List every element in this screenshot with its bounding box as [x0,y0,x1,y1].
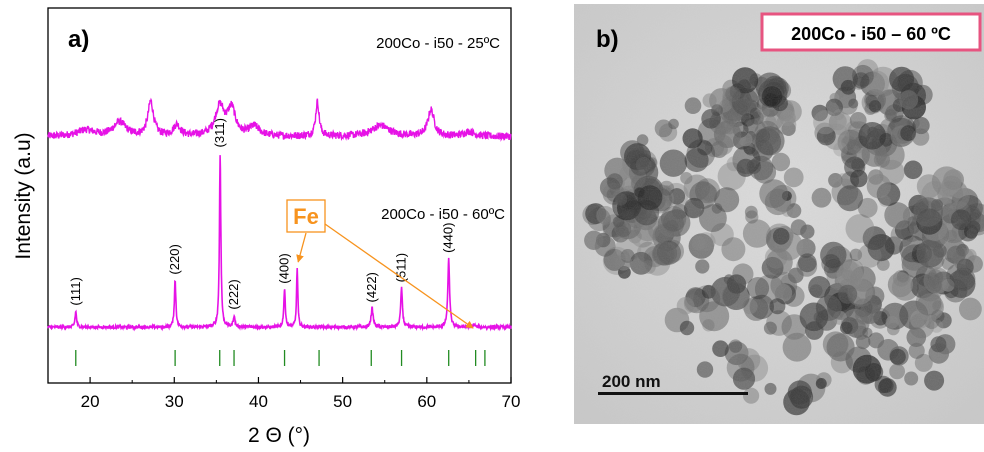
x-tick-label: 30 [165,392,184,411]
peak-label: (400) [277,253,292,283]
x-tick-label: 20 [81,392,100,411]
peak-label: (111) [68,277,83,305]
x-axis-title: 2 Θ (°) [248,424,310,447]
peak-labels: (111)(220)(311)(222)(400)(422)(511)(440) [68,118,456,310]
x-tick-label: 60 [417,392,436,411]
series-25c-label: 200Co - i50 - 25ºC [376,35,500,52]
x-tick-label: 70 [502,392,521,411]
fe-arrow-tail [324,223,474,329]
series-60c-line [47,155,512,332]
x-tick-label: 40 [249,392,268,411]
plot-frame [47,7,512,384]
y-axis-title: Intensity (a.u) [12,132,35,259]
panel-b-label: b) [596,26,619,53]
x-axis-ticks: 20 30 40 50 60 70 [81,377,521,411]
xrd-chart: 20 30 40 50 60 70 (111) (220) (311) (222) (400) (4… [12,7,521,447]
peak-label: (422) [364,272,379,302]
fe-label: Fe [293,204,319,229]
series-60c-label: 200Co - i50 - 60ºC [381,206,505,223]
fe-arrow-peak [296,232,307,263]
tem-title: 200Co - i50 – 60 ºC [791,24,951,44]
peak-label: (220) [167,244,182,274]
peak-label: (440) [441,223,456,253]
tem-grain [574,4,984,424]
reference-ticks [75,350,486,366]
peak-label: (222) [226,279,241,309]
scale-bar [598,392,748,395]
fe-label-box [286,199,326,233]
tem-image-panel: b) 200Co - i50 – 60 ºC 200 nm [574,4,984,424]
x-tick-label: 50 [333,392,352,411]
peak-label: (311) [212,118,227,147]
scale-bar-label: 200 nm [602,372,661,391]
tem-micrograph: b) 200Co - i50 – 60 ºC 200 nm [574,4,984,424]
series-25c-line [47,97,512,142]
panel-a-label: a) [68,26,89,53]
tem-title-box [760,12,982,52]
